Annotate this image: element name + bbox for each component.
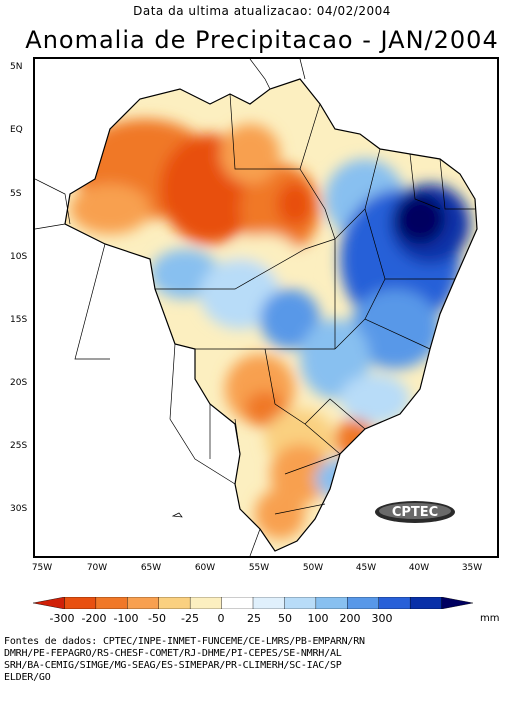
legend-swatch xyxy=(378,597,411,609)
legend-swatch xyxy=(441,597,473,609)
legend-tick: 0 xyxy=(217,612,225,625)
lon-label-35w: 35W xyxy=(461,563,483,573)
legend-swatch xyxy=(252,597,286,609)
lon-label-75w: 75W xyxy=(31,563,53,573)
map-title: Anomalia de Precipitacao - JAN/2004 xyxy=(25,26,499,54)
map-canvas xyxy=(35,59,478,556)
sources-line: ELDER/GO xyxy=(4,672,51,683)
legend-swatch xyxy=(315,597,348,609)
cptec-logo-text: CPTEC xyxy=(392,505,438,520)
data-sources: Fontes de dados: CPTEC/INPE-INMET-FUNCEM… xyxy=(4,636,520,684)
legend-tick: 25 xyxy=(247,612,261,625)
legend-swatch xyxy=(95,597,128,609)
legend-swatch xyxy=(158,597,191,609)
sources-line: SRH/BA-CEMIG/SIMGE/MG-SEAG/ES-SIMEPAR/PR… xyxy=(4,660,342,671)
island-marker xyxy=(171,512,183,518)
sources-line: Fontes de dados: CPTEC/INPE-INMET-FUNCEM… xyxy=(4,636,365,647)
lon-label-40w: 40W xyxy=(408,563,430,573)
legend-tick: -25 xyxy=(181,612,199,625)
lon-label-60w: 60W xyxy=(194,563,216,573)
legend-tick: 200 xyxy=(339,612,361,625)
lon-label-55w: 55W xyxy=(248,563,270,573)
lat-label-25s: 25S xyxy=(10,441,28,451)
legend-swatch xyxy=(64,597,97,609)
sources-line: DMRH/PE-FEPAGRO/RS-CHESF-COMET/RJ-DHME/P… xyxy=(4,648,342,659)
legend-swatch xyxy=(409,597,443,609)
lat-label-5n: 5N xyxy=(10,62,23,72)
cptec-logo: CPTEC xyxy=(375,501,455,523)
legend-tick: -200 xyxy=(81,612,107,625)
precipitation-anomaly-map: CPTEC xyxy=(33,57,499,558)
update-date-line: Data da ultima atualizacao: 04/02/2004 xyxy=(133,4,391,18)
lat-label-30s: 30S xyxy=(10,504,28,514)
lat-label-20s: 20S xyxy=(10,378,28,388)
lon-label-45w: 45W xyxy=(355,563,377,573)
lat-label-5s: 5S xyxy=(10,189,22,199)
legend-swatch xyxy=(284,597,317,609)
legend-swatch xyxy=(221,597,254,609)
lat-label-15s: 15S xyxy=(10,315,28,325)
lon-label-65w: 65W xyxy=(140,563,162,573)
legend-swatch xyxy=(347,597,380,609)
lon-label-50w: 50W xyxy=(302,563,324,573)
brazil-border xyxy=(64,78,478,552)
lat-label-10s: 10S xyxy=(10,252,28,262)
legend-tick: -50 xyxy=(148,612,166,625)
lat-label-eq: EQ xyxy=(10,125,23,135)
legend-tick: 50 xyxy=(278,612,292,625)
legend-tick: 100 xyxy=(307,612,329,625)
legend-tick: -100 xyxy=(113,612,139,625)
legend-swatch xyxy=(33,597,65,609)
legend-swatch xyxy=(189,597,223,609)
legend-tick: -300 xyxy=(49,612,75,625)
state-borders xyxy=(155,93,475,515)
lon-label-70w: 70W xyxy=(86,563,108,573)
legend-swatch xyxy=(127,597,160,609)
legend-tick: 300 xyxy=(371,612,393,625)
country-borders xyxy=(35,59,306,556)
legend-unit: mm xyxy=(480,613,500,624)
legend-colorbar xyxy=(33,597,473,609)
anomaly-field xyxy=(65,79,477,551)
